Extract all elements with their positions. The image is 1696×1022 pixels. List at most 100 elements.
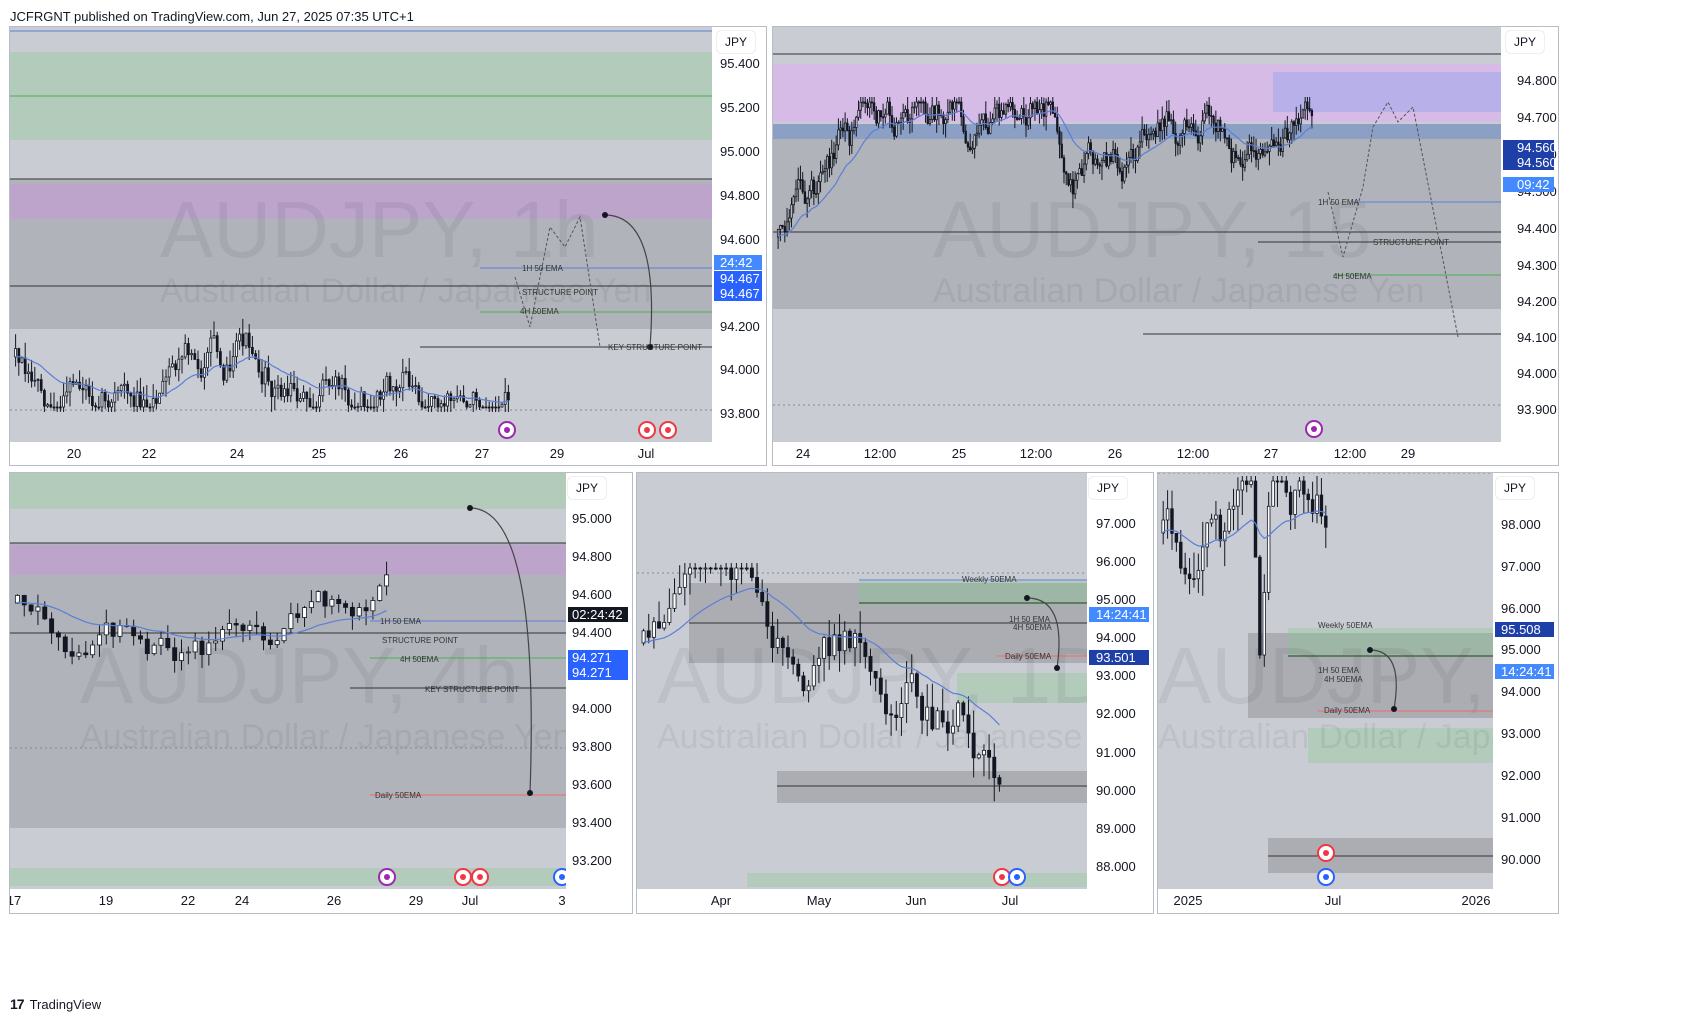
candle-body bbox=[933, 105, 936, 121]
badge-text: 02:24:42 bbox=[572, 607, 623, 622]
candle-body bbox=[969, 146, 972, 151]
candle-body bbox=[1094, 158, 1097, 165]
currency-button[interactable]: JPY bbox=[1496, 477, 1535, 499]
candle-body bbox=[875, 110, 878, 124]
candle-body bbox=[828, 156, 831, 169]
zone-demand bbox=[1308, 728, 1493, 763]
candle-body bbox=[329, 598, 335, 607]
badge-bg bbox=[1503, 177, 1554, 192]
candle-body bbox=[302, 391, 305, 399]
candle-body bbox=[324, 379, 328, 382]
candle-body bbox=[398, 387, 401, 392]
price-tick-label: 94.000 bbox=[572, 701, 612, 716]
candle-body bbox=[158, 392, 161, 404]
candle-body bbox=[254, 624, 260, 628]
candle-body bbox=[899, 703, 904, 718]
tradingview-logo-icon: 17 bbox=[10, 996, 25, 1012]
candle-body bbox=[1319, 494, 1324, 517]
candle-body bbox=[953, 101, 956, 110]
candle-body bbox=[997, 777, 1002, 785]
time-axis bbox=[1158, 889, 1493, 913]
ema-line bbox=[17, 601, 387, 641]
candle-body bbox=[103, 392, 107, 402]
plot-area bbox=[773, 27, 1501, 442]
candle-body bbox=[1245, 153, 1249, 161]
candle-body bbox=[841, 127, 845, 132]
candle-body bbox=[1031, 103, 1034, 110]
candle-body bbox=[292, 383, 296, 390]
candle-body bbox=[788, 217, 791, 223]
candle-body bbox=[148, 406, 152, 409]
chart-panel-audjpy-1d[interactable]: AUDJPY, 1D Australian Dollar / Japanese Y… bbox=[636, 472, 1154, 914]
currency-button[interactable]: JPY bbox=[717, 31, 756, 53]
candle-body bbox=[1020, 108, 1023, 119]
candle-body bbox=[315, 406, 318, 409]
chart-panel-audjpy-15m[interactable]: AUDJPY, 15 Australian Dollar / Japanese Y… bbox=[772, 26, 1559, 466]
event-icon-dot bbox=[384, 874, 390, 880]
candle-body bbox=[801, 675, 806, 692]
price-tick-label: 96.000 bbox=[1501, 601, 1541, 616]
candle-body bbox=[1154, 130, 1157, 137]
candle-body bbox=[507, 391, 510, 401]
candle-body bbox=[1087, 142, 1090, 155]
candle-body bbox=[806, 685, 811, 692]
candle-body bbox=[821, 171, 824, 174]
candle-body bbox=[920, 695, 925, 721]
zone-supply bbox=[10, 184, 712, 219]
candle-body bbox=[1004, 104, 1008, 115]
candle-body bbox=[688, 567, 692, 575]
badge-bg bbox=[568, 650, 628, 665]
ema-line bbox=[15, 355, 509, 403]
chart-panel-audjpy-1w[interactable]: AUDJPY, 1WAustralian Dollar / Japanese Y… bbox=[1157, 472, 1559, 914]
candle-body bbox=[1015, 117, 1019, 120]
candle-body bbox=[1096, 158, 1099, 165]
zone-demand bbox=[10, 868, 566, 886]
chart-panel-audjpy-4h[interactable]: AUDJPY, 4h Australian Dollar / Japanese Y… bbox=[9, 472, 633, 914]
candle-body bbox=[749, 567, 754, 578]
candle-body bbox=[915, 101, 918, 108]
candle-body bbox=[819, 172, 822, 182]
time-axis bbox=[637, 889, 1087, 913]
candle-body bbox=[806, 198, 809, 204]
candle-body bbox=[1252, 150, 1255, 153]
currency-button[interactable]: JPY bbox=[1089, 477, 1128, 499]
candle-body bbox=[1165, 111, 1168, 127]
forecast-arrow bbox=[1369, 649, 1397, 710]
candle-body bbox=[976, 754, 981, 759]
candle-body bbox=[83, 652, 89, 656]
candle-body bbox=[1167, 111, 1171, 121]
candle-body bbox=[1100, 159, 1104, 167]
time-tick-label: Jul bbox=[638, 446, 655, 461]
price-tick-label: 93.000 bbox=[1501, 726, 1541, 741]
forecast-arrow bbox=[1026, 597, 1060, 669]
chart-panel-audjpy-1h[interactable]: AUDJPY, 1h Australian Dollar / Japanese Y… bbox=[9, 26, 767, 466]
candle-body bbox=[97, 634, 102, 646]
candle-body bbox=[158, 637, 164, 646]
price-tick-label: 93.400 bbox=[572, 815, 612, 830]
annotation-label: STRUCTURE POINT bbox=[1373, 238, 1449, 247]
time-tick-label: 25 bbox=[312, 446, 326, 461]
candle-body bbox=[119, 384, 123, 392]
footer: 17 TradingView bbox=[10, 996, 101, 1012]
currency-button[interactable]: JPY bbox=[1506, 31, 1545, 53]
candle-body bbox=[1127, 156, 1130, 166]
candle-body bbox=[703, 567, 708, 570]
candle-body bbox=[1203, 112, 1206, 122]
candle-body bbox=[369, 406, 373, 409]
candle-body bbox=[225, 364, 229, 381]
candle-body bbox=[842, 630, 847, 652]
price-tick-label: 94.300 bbox=[1517, 258, 1557, 273]
candle-body bbox=[1105, 152, 1108, 167]
badge-text: 93.501 bbox=[1096, 650, 1136, 665]
candle-body bbox=[1288, 491, 1293, 515]
candle-body bbox=[785, 221, 789, 233]
candle-body bbox=[1091, 150, 1095, 165]
candle-body bbox=[1310, 110, 1314, 117]
price-badge: 14:24:41 bbox=[1495, 664, 1554, 679]
candle-body bbox=[989, 122, 992, 134]
candle-body bbox=[770, 625, 775, 648]
annotation-label: STRUCTURE POINT bbox=[382, 636, 458, 645]
currency-button[interactable]: JPY bbox=[568, 477, 607, 499]
price-axis bbox=[566, 473, 632, 913]
candle-body bbox=[1210, 115, 1213, 117]
